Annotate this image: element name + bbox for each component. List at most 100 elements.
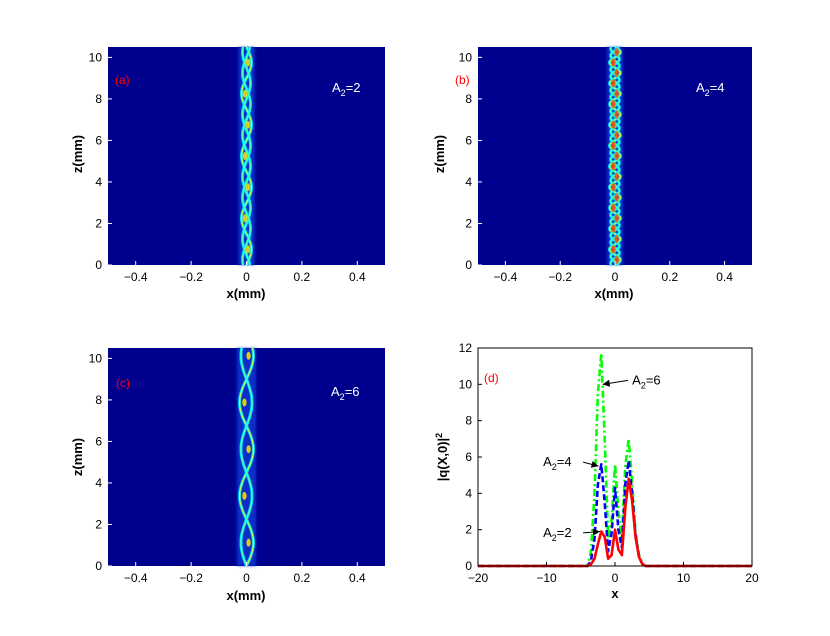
y-tick-label: 10 xyxy=(459,50,473,64)
panel-label-b: (b) xyxy=(455,73,470,87)
beam-hotspot xyxy=(614,193,619,202)
y-axis-label-a: z(mm) xyxy=(70,135,85,173)
x-tick-label: 0 xyxy=(243,571,250,585)
beam-hotspot xyxy=(242,152,248,160)
beam-hotspot xyxy=(614,131,619,140)
annotation-arrowhead xyxy=(590,460,599,468)
beam-hotspot xyxy=(246,538,251,547)
beam-hotspots xyxy=(242,351,251,547)
y-tick-label: 6 xyxy=(465,450,472,464)
y-tick-label: 4 xyxy=(465,486,472,500)
y-tick-label: 10 xyxy=(459,377,473,391)
y-tick-label: 10 xyxy=(89,351,103,365)
beam-hotspot xyxy=(614,172,619,181)
x-tick-label: 0 xyxy=(612,270,619,284)
x-tick-label: 0.4 xyxy=(716,270,733,284)
x-axis-label-a: x(mm) xyxy=(226,286,265,301)
y-tick-label: 2 xyxy=(465,216,472,230)
y-ticks-b: 0 2 4 6 8 10 xyxy=(459,50,482,272)
annotation-arrowhead xyxy=(602,379,611,387)
panel-label-d: (d) xyxy=(484,371,499,385)
y-tick-label: 10 xyxy=(89,50,103,64)
heatmap-b xyxy=(478,45,752,267)
beam-hotspot xyxy=(611,203,616,212)
beam-hotspot xyxy=(614,89,619,98)
beam-strand xyxy=(240,347,253,567)
y-tick-label: 0 xyxy=(465,258,472,272)
annotation-a: A2=2 xyxy=(332,80,361,98)
panel-c: (c) A2=6 −0.4 −0.2 0 0.2 0.4 0 2 4 6 8 10 x(mm) z… xyxy=(70,347,385,603)
y-tick-label: 8 xyxy=(95,92,102,106)
beam-hotspot xyxy=(611,79,616,88)
beam-hotspot xyxy=(242,214,248,223)
beam-strand xyxy=(608,46,622,266)
x-tick-label: 0 xyxy=(243,270,250,284)
y-tick-label: 6 xyxy=(95,133,102,147)
y-axis-label-b: z(mm) xyxy=(432,135,447,173)
beam-hotspot xyxy=(242,398,247,407)
beam-hotspots xyxy=(242,58,251,254)
annotation-label: A2=2 xyxy=(543,525,572,543)
x-axis-label-c: x(mm) xyxy=(226,588,265,603)
heatmap-c xyxy=(108,347,385,567)
annotation-label: A2=4 xyxy=(543,454,572,472)
y-tick-label: 8 xyxy=(95,393,102,407)
x-tick-label: 0.2 xyxy=(294,571,311,585)
x-tick-label: −10 xyxy=(536,571,557,585)
beam-hotspot xyxy=(611,141,616,150)
beam-strand xyxy=(241,46,252,266)
annotation-b: A2=4 xyxy=(696,80,725,98)
y-tick-label: 8 xyxy=(465,92,472,106)
x-tick-label: 20 xyxy=(745,571,759,585)
x-ticks-d: −20 −10 0 10 20 xyxy=(468,562,759,585)
x-tick-label: 0.4 xyxy=(349,270,366,284)
x-tick-label: −0.2 xyxy=(548,270,572,284)
x-tick-label: −0.2 xyxy=(179,270,203,284)
annotation-arrowhead xyxy=(592,528,600,536)
x-tick-label: 10 xyxy=(677,571,691,585)
panel-a: (a) A2=2 −0.4 −0.2 0 0.2 0.4 0 2 4 6 8 10 x(mm) z… xyxy=(70,46,385,301)
series-d xyxy=(478,352,752,568)
beam-hotspot xyxy=(611,245,616,254)
series-line-2 xyxy=(478,477,752,568)
x-tick-label: −0.4 xyxy=(494,270,518,284)
y-tick-label: 2 xyxy=(95,216,102,230)
beam-hotspot xyxy=(614,48,619,57)
annotations-d: A2=6 A2=4 A2=2 xyxy=(543,372,661,543)
x-axis-label-d: x xyxy=(611,586,619,601)
beam-strands xyxy=(607,45,623,267)
beam-hotspot xyxy=(614,255,619,264)
annotation-label: A2=6 xyxy=(632,372,661,390)
panel-label-c: (c) xyxy=(116,376,130,390)
panel-label-a: (a) xyxy=(115,73,130,87)
beam-hotspot xyxy=(614,235,619,244)
x-tick-label: −0.4 xyxy=(124,571,148,585)
y-tick-label: 0 xyxy=(95,559,102,573)
beam-hotspot xyxy=(242,491,247,500)
x-ticks-a: −0.4 −0.2 0 0.2 0.4 xyxy=(124,261,366,284)
y-tick-label: 4 xyxy=(95,175,102,189)
y-axis-label-c: z(mm) xyxy=(70,438,85,476)
y-tick-label: 4 xyxy=(95,476,102,490)
y-tick-label: 6 xyxy=(465,133,472,147)
x-tick-label: −20 xyxy=(468,571,489,585)
x-tick-label: 0.2 xyxy=(294,270,311,284)
x-ticks-b: −0.4 −0.2 0 0.2 0.4 xyxy=(494,261,733,284)
y-tick-label: 6 xyxy=(95,434,102,448)
y-tick-label: 0 xyxy=(95,258,102,272)
beam-hotspot xyxy=(611,183,616,192)
beam-strands xyxy=(239,46,254,266)
beam-hotspot xyxy=(611,224,616,233)
y-tick-label: 4 xyxy=(465,175,472,189)
x-tick-label: 0.2 xyxy=(661,270,678,284)
beam-hotspot xyxy=(611,58,616,67)
beam-strand xyxy=(238,347,255,567)
x-tick-label: 0.4 xyxy=(349,571,366,585)
beam-hotspot xyxy=(245,120,251,129)
beam-hotspot xyxy=(614,110,619,119)
y-ticks-d: 0 2 4 6 8 10 12 xyxy=(459,341,482,573)
y-ticks-a: 0 2 4 6 8 10 xyxy=(89,50,112,272)
x-tick-label: −0.2 xyxy=(179,571,203,585)
x-axis-label-b: x(mm) xyxy=(594,286,633,301)
